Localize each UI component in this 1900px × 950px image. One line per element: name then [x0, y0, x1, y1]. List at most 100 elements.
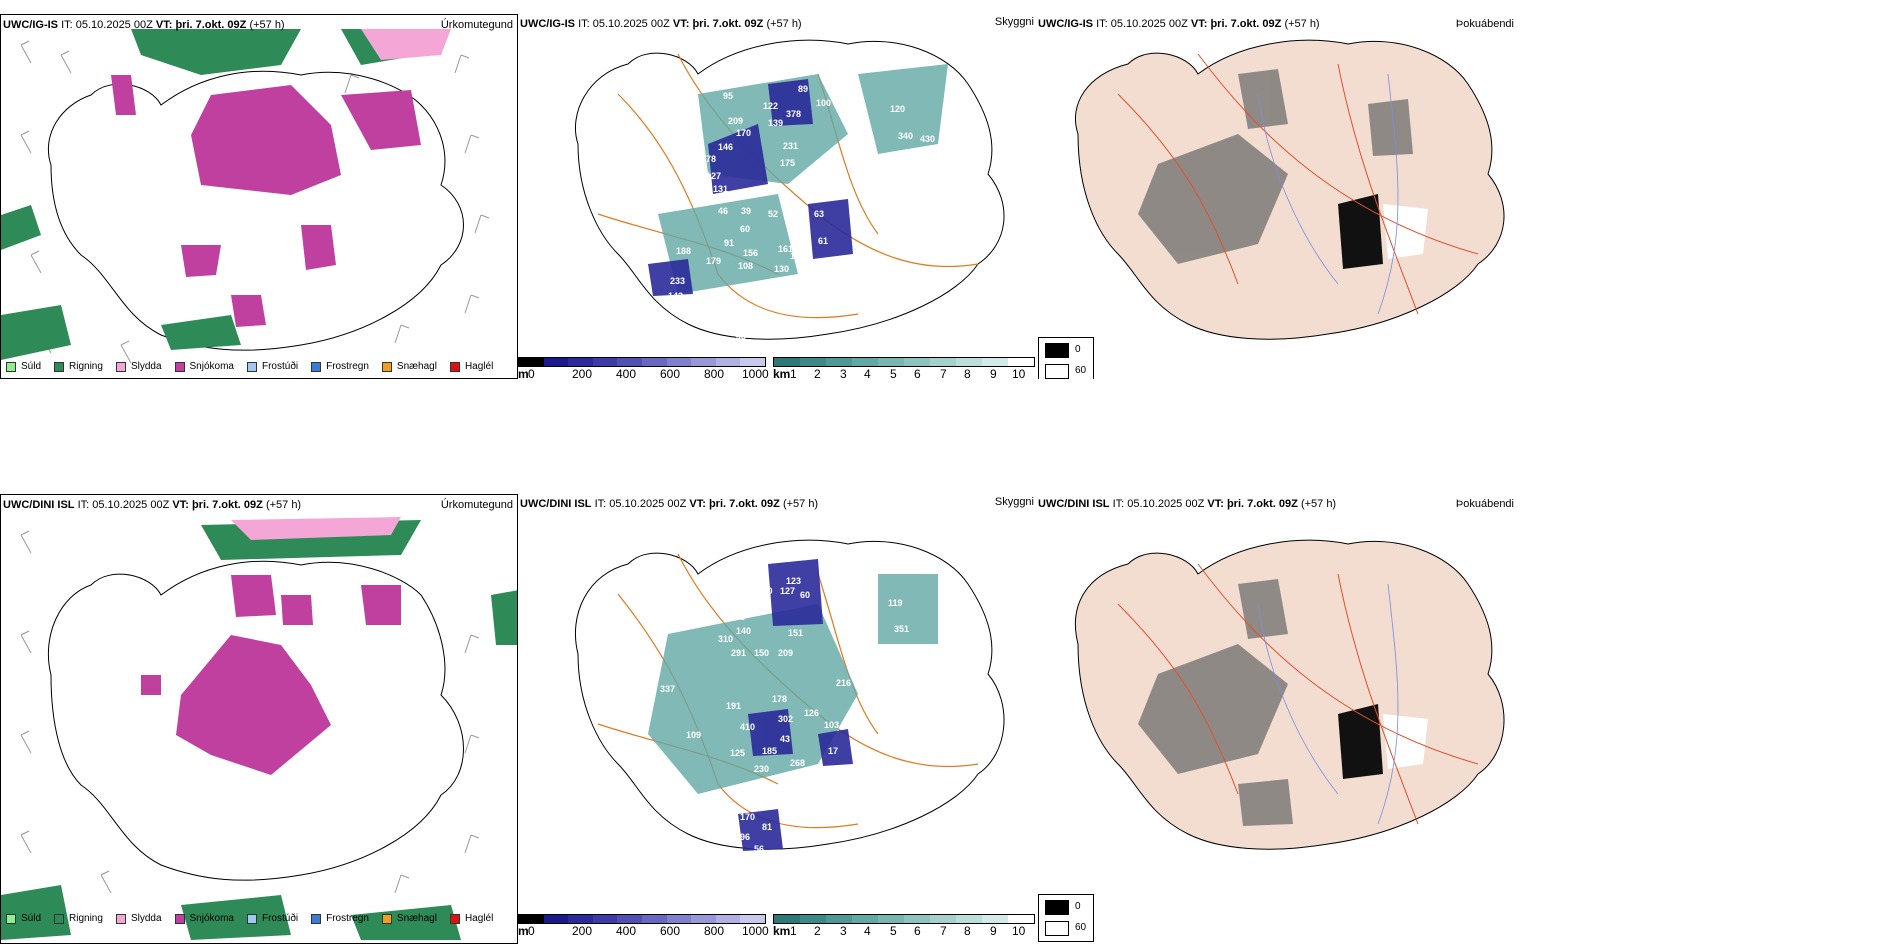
- precip-snow-areas: [141, 575, 401, 775]
- visibility-tick: 10: [1012, 367, 1026, 379]
- svg-text:103: 103: [824, 720, 839, 730]
- iceland-outline: [47, 560, 464, 881]
- legend-swatch: [54, 913, 65, 924]
- svg-text:120: 120: [890, 104, 905, 114]
- precip-rain-areas: [1, 29, 451, 360]
- legend-swatch: [115, 913, 126, 924]
- svg-text:122: 122: [763, 101, 778, 111]
- svg-text:291: 291: [731, 648, 746, 658]
- svg-text:170: 170: [740, 812, 755, 822]
- svg-text:154: 154: [708, 312, 723, 322]
- fog-dark-area: [1338, 704, 1383, 779]
- svg-text:150: 150: [754, 648, 769, 658]
- svg-text:46: 46: [718, 206, 728, 216]
- svg-text:123: 123: [786, 576, 801, 586]
- svg-text:209: 209: [778, 648, 793, 658]
- rivers-roads: [1117, 563, 1479, 825]
- svg-text:143: 143: [730, 612, 745, 622]
- svg-text:146: 146: [718, 142, 733, 152]
- svg-text:81: 81: [762, 822, 772, 832]
- legend-swatch: [246, 361, 257, 372]
- panel-field-label: Úrkomutegund: [440, 499, 513, 511]
- legend-swatch: [381, 361, 392, 372]
- svg-text:222: 222: [840, 81, 855, 91]
- svg-text:233: 233: [670, 276, 685, 286]
- panel-field-label: Úrkomutegund: [440, 19, 513, 31]
- svg-text:130: 130: [774, 264, 789, 274]
- legend-item: Frostregn: [311, 913, 369, 924]
- fog-legend-top: 0 60: [1038, 337, 1094, 379]
- svg-text:140: 140: [736, 626, 751, 636]
- visibility-tick: 5: [890, 924, 897, 938]
- precip-type-map-top: [1, 29, 490, 364]
- svg-text:39: 39: [741, 206, 751, 216]
- svg-text:109: 109: [686, 730, 701, 740]
- visibility-colorbar: [773, 914, 1035, 924]
- visibility-panel-bottom: 123 110 127 60 365 119 351 143 140 310 151 150…: [518, 494, 1038, 944]
- ceiling-tick: 600: [660, 367, 681, 379]
- fog-gray-areas: [1138, 69, 1413, 264]
- precip-sleet-areas: [231, 517, 401, 540]
- svg-text:264: 264: [858, 144, 873, 154]
- svg-text:119: 119: [888, 598, 903, 608]
- svg-text:351: 351: [894, 624, 909, 634]
- visibility-tick: 5: [890, 367, 897, 379]
- svg-text:302: 302: [778, 714, 793, 724]
- svg-text:185: 185: [790, 251, 805, 261]
- legend-swatch: [6, 913, 16, 924]
- svg-text:278: 278: [701, 154, 716, 164]
- svg-text:132: 132: [654, 620, 669, 630]
- legend-item: Snæhagl: [381, 361, 437, 372]
- rivers: [1257, 73, 1399, 315]
- svg-text:100: 100: [816, 98, 831, 108]
- svg-text:231: 231: [783, 141, 798, 151]
- legend-label: 0: [1075, 344, 1081, 355]
- ceiling-tick: 400: [616, 367, 637, 379]
- precip-sleet-areas: [361, 29, 451, 60]
- svg-text:209: 209: [728, 116, 743, 126]
- fog-index-panel-bottom: UWC/DINI ISL IT: 05.10.2025 00Z VT: þri.…: [1038, 494, 1538, 944]
- visibility-tick: 3: [840, 367, 847, 379]
- visibility-unit: km: [773, 367, 791, 379]
- svg-text:127: 127: [706, 171, 721, 181]
- fog-index-map-top: [1074, 39, 1505, 340]
- legend-item: Rigning: [54, 361, 103, 372]
- panel-header: UWC/DINI ISL IT: 05.10.2025 00Z VT: þri.…: [520, 498, 819, 510]
- legend-label: 60: [1075, 922, 1087, 933]
- rivers-roads: [1117, 53, 1479, 315]
- svg-text:43: 43: [780, 734, 790, 744]
- legend-swatch: [449, 361, 460, 372]
- panel-field-label: Skyggni: [994, 16, 1034, 28]
- legend-item: Súld: [6, 913, 41, 924]
- svg-text:63: 63: [814, 209, 824, 219]
- legend-swatch: [174, 913, 185, 924]
- legend-item: Slydda: [115, 361, 162, 372]
- legend-swatch: [381, 913, 392, 924]
- legend-item: Haglél: [449, 913, 493, 924]
- fog-white-area: [1383, 714, 1428, 769]
- legend-swatch: [1045, 343, 1069, 358]
- svg-text:645: 645: [643, 91, 658, 101]
- panel-header: UWC/DINI ISL IT: 05.10.2025 00Z VT: þri.…: [1038, 498, 1337, 510]
- ceiling-tick: 800: [704, 367, 725, 379]
- legend-item: Haglél: [449, 361, 493, 372]
- visibility-tick: 1: [790, 367, 797, 379]
- svg-text:149: 149: [638, 66, 653, 76]
- panel-field-label: Skyggni: [994, 496, 1034, 508]
- fog-legend-bottom: 0 60: [1038, 894, 1094, 942]
- visibility-tick: 2: [814, 924, 821, 938]
- visibility-tick: 4: [864, 924, 871, 938]
- svg-text:185: 185: [762, 746, 777, 756]
- visibility-unit: km: [773, 924, 791, 938]
- visibility-panel-top: 149 645 95 122 89 100 222 120 209 139 378 340 …: [518, 14, 1038, 379]
- legend-swatch: [1045, 921, 1069, 936]
- visibility-tick: 4: [864, 367, 871, 379]
- svg-text:126: 126: [804, 708, 819, 718]
- legend-item: Frostregn: [311, 361, 369, 372]
- svg-text:150: 150: [858, 276, 873, 286]
- svg-text:188: 188: [676, 246, 691, 256]
- svg-text:365: 365: [840, 604, 855, 614]
- svg-text:48: 48: [736, 331, 746, 341]
